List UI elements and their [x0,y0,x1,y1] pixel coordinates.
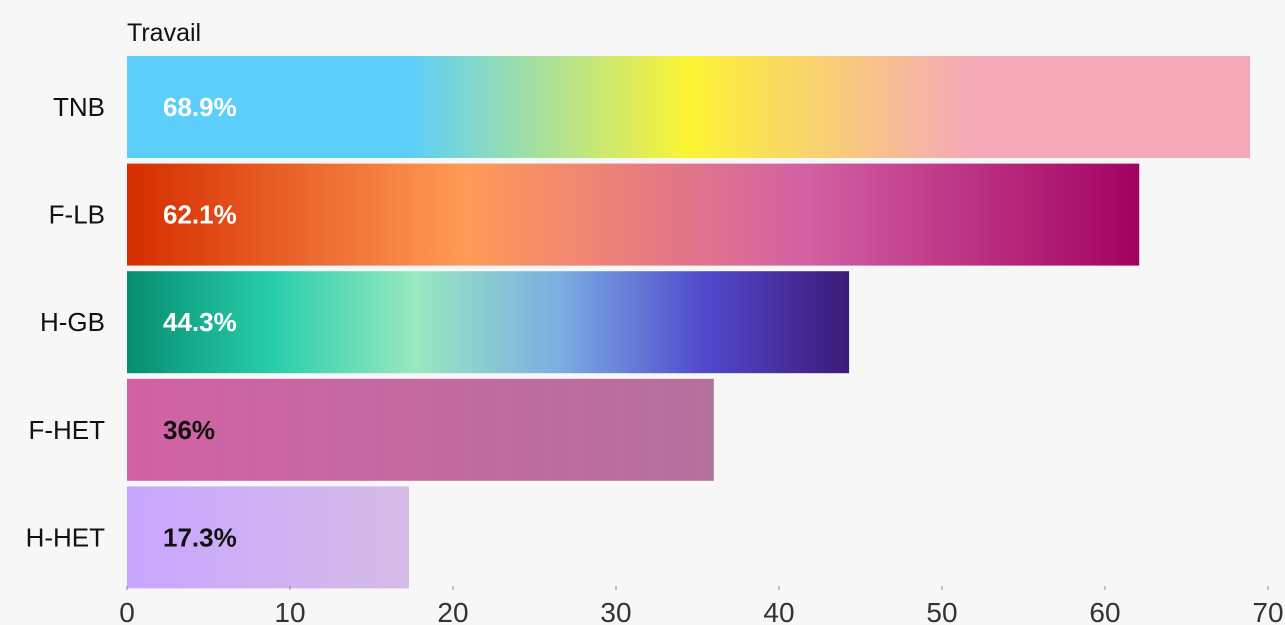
value-label-f-het: 36% [163,415,215,445]
category-label-h-het: H-HET [26,522,106,552]
category-label-f-lb: F-LB [49,200,105,230]
bar-h-het [127,486,409,589]
category-label-h-gb: H-GB [40,307,105,337]
x-tick-label: 70 [1252,597,1283,625]
x-tick-label: 50 [926,597,957,625]
x-tick-label: 20 [437,597,468,625]
category-label-f-het: F-HET [28,415,105,445]
bar-tnb [127,56,1251,158]
value-label-h-het: 17.3% [163,522,237,552]
bar-f-lb [127,163,1140,266]
value-label-tnb: 68.9% [163,92,237,122]
bar-h-gb [127,271,850,374]
chart-title: Travail [127,19,201,47]
x-axis: 0 10 20 30 40 50 60 70 [119,586,1284,625]
x-tick-label: 60 [1089,597,1120,625]
category-label-tnb: TNB [53,92,105,122]
x-tick-label: 0 [119,597,135,625]
x-tick-label: 10 [274,597,305,625]
x-tick-label: 40 [763,597,794,625]
value-label-f-lb: 62.1% [163,200,237,230]
bars-group: TNB 68.9% F-LB 62.1% H-GB 44.3% F-HET 36% H-HET 1… [26,56,1251,589]
bar-f-het [127,378,714,481]
x-tick-label: 30 [600,597,631,625]
value-label-h-gb: 44.3% [163,307,237,337]
